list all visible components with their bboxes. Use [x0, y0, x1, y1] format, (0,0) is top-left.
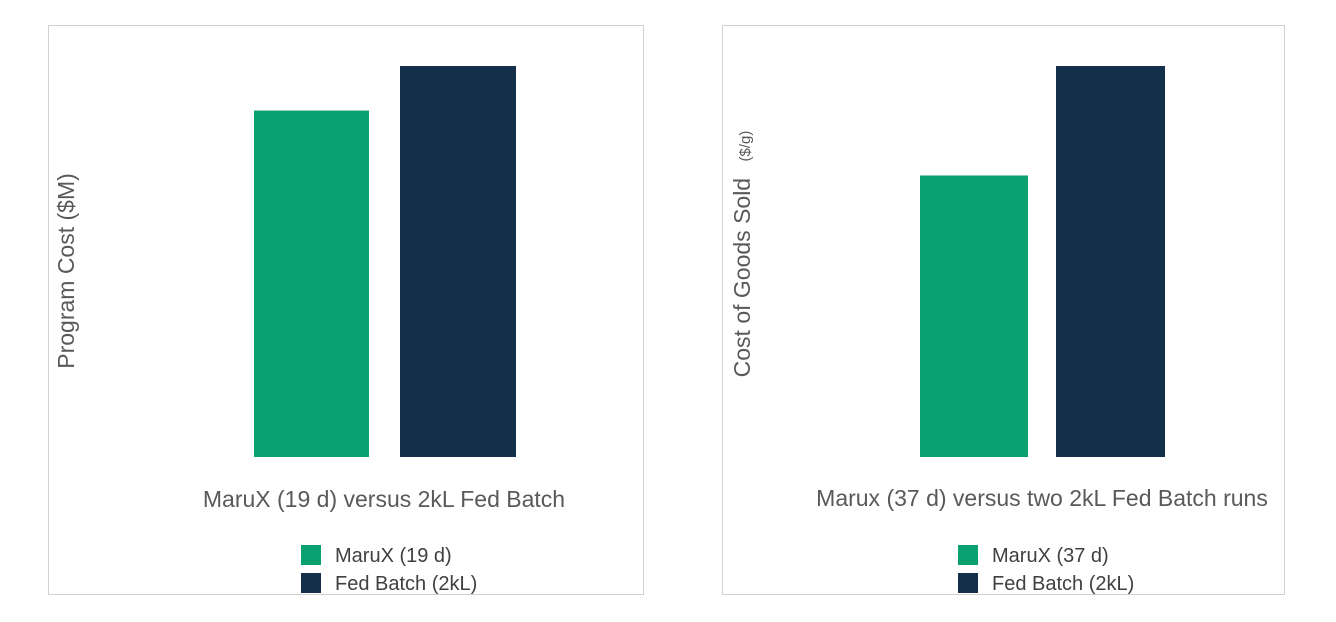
cogs-svg: Cost of Goods Sold ($/g) Marux (37 d) ve…	[729, 66, 1268, 595]
bar-fed-batch-2kl	[400, 66, 516, 457]
legend-label-fed-batch: Fed Batch (2kL)	[992, 573, 1134, 595]
y-axis-label-main: Cost of Goods Sold	[729, 178, 755, 377]
legend-swatch-fed-batch	[958, 573, 978, 593]
program-cost-svg: Program Cost ($M) MaruX (19 d) versus 2k…	[53, 66, 565, 595]
legend-label-marux: MaruX (37 d)	[992, 545, 1109, 567]
y-axis-label-unit: ($/g)	[737, 131, 754, 162]
y-axis-label: Program Cost ($M)	[53, 173, 79, 369]
bar-marux-19d	[254, 110, 369, 457]
legend-swatch-fed-batch	[301, 573, 321, 593]
x-axis-label-wrap: Marux (37 d) versus two 2kL Fed Batch ru…	[816, 485, 1268, 511]
legend-label-fed-batch: Fed Batch (2kL)	[335, 573, 477, 595]
bar-fed-batch-2kl	[1056, 66, 1165, 457]
y-axis-label: Cost of Goods Sold ($/g)	[729, 131, 755, 378]
x-axis-label: MaruX (19 d) versus 2kL Fed Batch	[203, 486, 565, 512]
legend-label-marux: MaruX (19 d)	[335, 545, 452, 567]
legend-swatch-marux	[958, 545, 978, 565]
x-axis-label: Marux (37 d) versus two 2kL Fed Batch ru…	[816, 485, 1268, 511]
bar-marux-37d	[920, 175, 1028, 458]
cogs-chart: Cost of Goods Sold ($/g) Marux (37 d) ve…	[722, 25, 1285, 595]
program-cost-chart: Program Cost ($M) MaruX (19 d) versus 2k…	[48, 25, 644, 595]
legend-swatch-marux	[301, 545, 321, 565]
